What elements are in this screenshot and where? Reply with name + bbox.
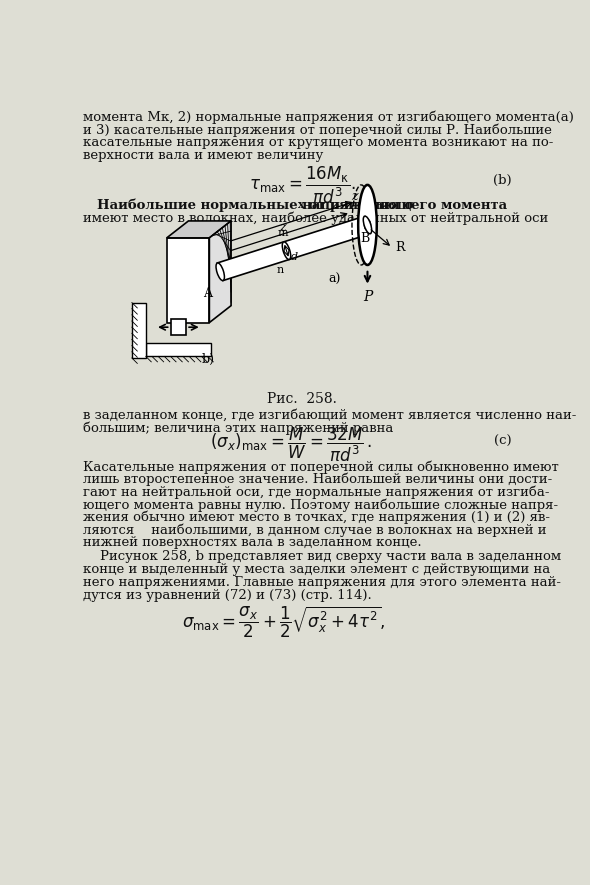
Polygon shape xyxy=(217,216,371,281)
Text: нижней поверхностях вала в заделанном конце.: нижней поверхностях вала в заделанном ко… xyxy=(83,536,422,550)
Ellipse shape xyxy=(363,216,372,234)
Text: A: A xyxy=(204,287,212,300)
Text: лишь второстепенное значение. Наибольшей величины они дости-: лишь второстепенное значение. Наибольшей… xyxy=(83,473,552,486)
Text: z: z xyxy=(351,190,358,204)
Text: d: d xyxy=(290,251,297,262)
Text: ющего момента равны нулю. Поэтому наибольшие сложные напря-: ющего момента равны нулю. Поэтому наибол… xyxy=(83,498,558,512)
Text: от изгибающего момента: от изгибающего момента xyxy=(304,198,507,212)
Polygon shape xyxy=(167,221,231,238)
Polygon shape xyxy=(209,221,231,322)
Text: дутся из уравнений (72) и (73) (стр. 114).: дутся из уравнений (72) и (73) (стр. 114… xyxy=(83,589,372,602)
Ellipse shape xyxy=(282,242,291,259)
Text: z: z xyxy=(280,221,286,234)
Text: гают на нейтральной оси, где нормальные напряжения от изгиба-: гают на нейтральной оси, где нормальные … xyxy=(83,486,549,499)
Text: m: m xyxy=(278,228,289,238)
Polygon shape xyxy=(167,238,209,322)
Text: Рис.  258.: Рис. 258. xyxy=(267,392,337,406)
Text: жения обычно имеют место в точках, где напряжения (1) и (2) яв-: жения обычно имеют место в точках, где н… xyxy=(83,511,550,524)
Ellipse shape xyxy=(365,219,371,230)
Bar xyxy=(146,342,211,357)
Text: Рисунок 258, b представляет вид сверху части вала в заделанном: Рисунок 258, b представляет вид сверху ч… xyxy=(83,550,561,564)
Text: B: B xyxy=(360,232,370,245)
Text: большим; величина этих напряжений равна: большим; величина этих напряжений равна xyxy=(83,421,394,435)
Text: (c): (c) xyxy=(494,435,512,449)
Ellipse shape xyxy=(216,263,224,281)
Text: конце и выделенный у места заделки элемент с действующими на: конце и выделенный у места заделки элеме… xyxy=(83,563,550,576)
Text: (b): (b) xyxy=(493,174,512,187)
Text: ляются    наибольшими, в данном случае в волокнах на верхней и: ляются наибольшими, в данном случае в во… xyxy=(83,524,546,537)
Bar xyxy=(132,303,146,358)
Text: $(\sigma_x)_{\mathrm{max}}=\dfrac{M}{W}=\dfrac{32M}{\pi d^{3}}\,.$: $(\sigma_x)_{\mathrm{max}}=\dfrac{M}{W}=… xyxy=(209,427,372,465)
Text: момента Мк, 2) нормальные напряжения от изгибающего момента(а): момента Мк, 2) нормальные напряжения от … xyxy=(83,111,574,124)
Text: a): a) xyxy=(329,273,341,286)
Text: P: P xyxy=(363,289,372,304)
Text: n: n xyxy=(277,266,284,275)
Text: x: x xyxy=(299,198,305,210)
Text: $\sigma_{\mathrm{max}}=\dfrac{\sigma_x}{2}+\dfrac{1}{2}\sqrt{\sigma_x^2+4\tau^2}: $\sigma_{\mathrm{max}}=\dfrac{\sigma_x}{… xyxy=(182,604,384,640)
Text: в заделанном конце, где изгибающий момент является численно наи-: в заделанном конце, где изгибающий момен… xyxy=(83,409,576,422)
Text: и 3) касательные напряжения от поперечной силы Р. Наибольшие: и 3) касательные напряжения от поперечно… xyxy=(83,124,552,137)
Text: касательные напряжения от крутящего момента возникают на по-: касательные напряжения от крутящего моме… xyxy=(83,136,553,150)
Text: b): b) xyxy=(202,353,215,366)
Ellipse shape xyxy=(358,185,377,265)
Text: $\tau_{\mathrm{max}}=\dfrac{16M_{\mathrm{\kappa}}}{\pi d^{3}}.$: $\tau_{\mathrm{max}}=\dfrac{16M_{\mathrm… xyxy=(249,165,356,206)
Bar xyxy=(171,319,186,335)
Text: R: R xyxy=(395,242,405,254)
Text: имеют место в волокнах, наиболее удаленных от нейтральной оси: имеют место в волокнах, наиболее удаленн… xyxy=(83,212,548,225)
Text: него напряжениями. Главные напряжения для этого элемента най-: него напряжениями. Главные напряжения дл… xyxy=(83,576,561,589)
Text: верхности вала и имеют величину: верхности вала и имеют величину xyxy=(83,149,323,162)
Text: Наибольшие нормальные напряжения σ: Наибольшие нормальные напряжения σ xyxy=(97,198,414,212)
Text: Касательные напряжения от поперечной силы обыкновенно имеют: Касательные напряжения от поперечной сил… xyxy=(83,460,559,473)
